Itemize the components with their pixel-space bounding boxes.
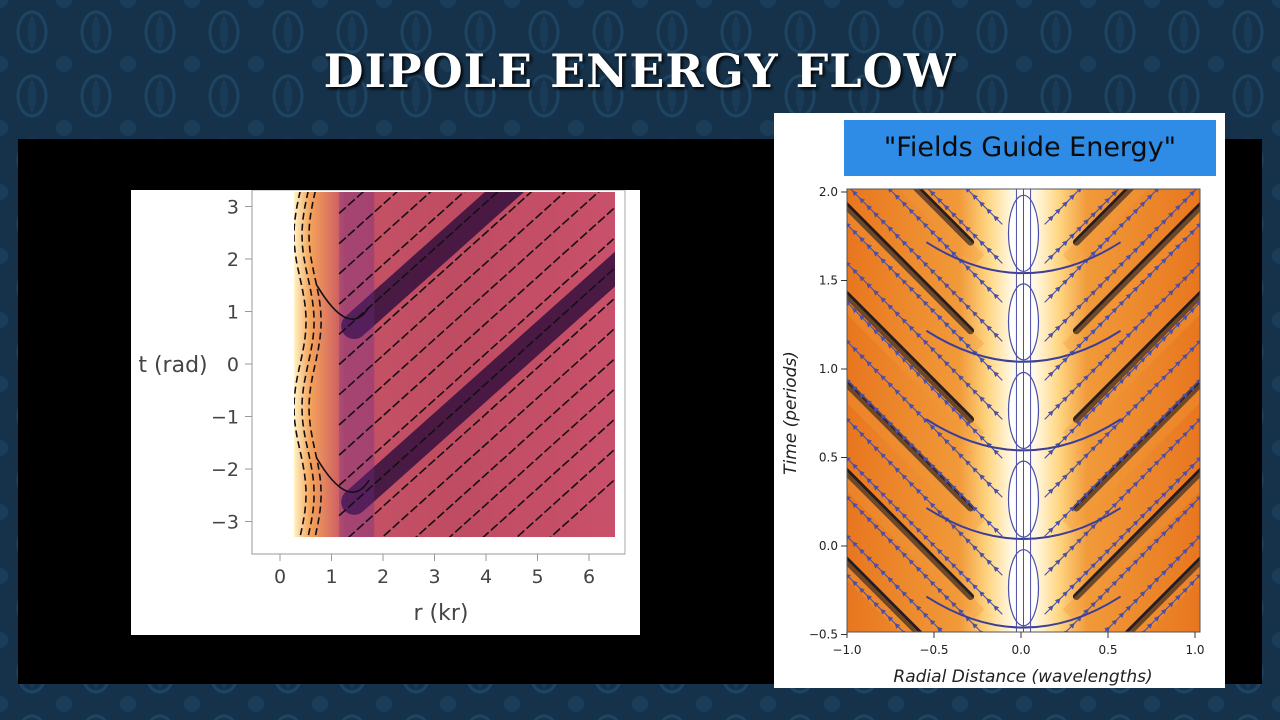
right-x-tick-label: −0.5 bbox=[919, 643, 948, 657]
left-y-tick-label: 1 bbox=[227, 302, 239, 324]
right-title-banner: "Fields Guide Energy" bbox=[844, 120, 1216, 176]
left-near-streamline bbox=[308, 192, 322, 537]
right-streamline bbox=[1044, 189, 1200, 264]
right-x-tick-label: 0.0 bbox=[1011, 643, 1030, 657]
left-x-tick-label: 6 bbox=[583, 566, 595, 588]
right-plot-frame bbox=[846, 188, 1201, 633]
left-streamline bbox=[338, 266, 615, 517]
left-x-axis-label: r (kr) bbox=[414, 601, 469, 626]
left-streamline bbox=[338, 206, 615, 456]
left-y-axis-label: t (rad) bbox=[138, 353, 207, 378]
right-streamline bbox=[1045, 113, 1214, 186]
left-y-tick-label: 2 bbox=[227, 249, 239, 271]
left-hook-streamline bbox=[315, 457, 370, 493]
right-y-tick-label: 1.0 bbox=[819, 362, 838, 376]
slide-title: DIPOLE ENERGY FLOW bbox=[323, 44, 957, 98]
right-y-tick-label: −0.5 bbox=[809, 628, 838, 642]
right-streamline bbox=[847, 189, 1003, 225]
left-near-streamline bbox=[301, 192, 315, 537]
right-dark-band bbox=[1076, 113, 1217, 154]
left-near-field-shade bbox=[339, 192, 375, 537]
left-y-tick-label: −2 bbox=[211, 459, 239, 481]
right-y-axis-label: Time (periods) bbox=[781, 351, 801, 475]
left-streamline bbox=[338, 192, 432, 275]
right-streamline bbox=[1044, 189, 1200, 225]
left-heatmap bbox=[294, 192, 615, 537]
right-y-tick-label: 2.0 bbox=[819, 185, 838, 199]
right-field-loop bbox=[926, 154, 1120, 185]
left-streamline bbox=[515, 448, 615, 537]
left-near-streamline bbox=[294, 192, 307, 537]
right-streamline bbox=[847, 189, 1003, 264]
right-chart-panel: "Fields Guide Energy" bbox=[774, 113, 1225, 688]
left-streamline bbox=[448, 387, 615, 537]
left-streamline bbox=[338, 192, 567, 396]
left-x-tick-label: 0 bbox=[274, 566, 286, 588]
left-y-tick-label: 3 bbox=[227, 197, 239, 219]
left-streamline bbox=[482, 417, 615, 537]
right-chart: −1.0 −0.5 0.0 0.5 1.02.01.51.00.50.0−0.5 Rad… bbox=[781, 113, 1218, 687]
left-x-tick-label: 3 bbox=[428, 566, 440, 588]
left-streamline bbox=[549, 478, 615, 537]
left-hook-streamline bbox=[315, 284, 370, 320]
left-x-tick-label: 1 bbox=[325, 566, 337, 588]
left-streamline bbox=[347, 296, 615, 537]
right-streamline bbox=[833, 113, 1002, 186]
left-streamline bbox=[338, 192, 398, 245]
right-x-tick-label: 0.5 bbox=[1098, 643, 1117, 657]
left-dark-band bbox=[341, 192, 524, 340]
right-band-halo bbox=[1068, 113, 1218, 171]
left-streamline bbox=[381, 327, 615, 537]
right-y-tick-label: 0.0 bbox=[819, 539, 838, 553]
left-streamline bbox=[338, 192, 499, 335]
left-streamline bbox=[338, 192, 600, 426]
right-heatmap bbox=[829, 113, 1218, 632]
right-center-lobe bbox=[1009, 113, 1039, 183]
left-y-tick-label: −1 bbox=[211, 407, 239, 429]
left-chart: 0 1 2 3 4 5 6 3 2 1 0 −1 −2 −3 r (kr) t (rad) bbox=[138, 189, 626, 626]
left-x-tick-label: 4 bbox=[480, 566, 492, 588]
right-y-tick-label: 1.5 bbox=[819, 274, 838, 288]
left-y-tick-label: −3 bbox=[211, 512, 239, 534]
left-chart-panel: 0 1 2 3 4 5 6 3 2 1 0 −1 −2 −3 r (kr) t (rad) bbox=[131, 189, 640, 635]
left-streamline bbox=[338, 192, 533, 366]
left-streamline bbox=[338, 236, 615, 486]
right-dark-band bbox=[829, 113, 970, 154]
right-band-halo bbox=[829, 113, 979, 171]
right-x-tick-label: −1.0 bbox=[832, 643, 861, 657]
left-x-tick-label: 2 bbox=[377, 566, 389, 588]
left-streamline bbox=[338, 192, 466, 305]
left-y-tick-label: 0 bbox=[227, 354, 239, 376]
right-x-tick-label: 1.0 bbox=[1185, 643, 1204, 657]
right-y-tick-label: 0.5 bbox=[819, 451, 838, 465]
right-x-axis-label: Radial Distance (wavelengths) bbox=[893, 667, 1152, 687]
left-streamline bbox=[414, 357, 615, 537]
left-x-tick-label: 5 bbox=[531, 566, 543, 588]
right-chart-title: "Fields Guide Energy" bbox=[883, 132, 1177, 163]
